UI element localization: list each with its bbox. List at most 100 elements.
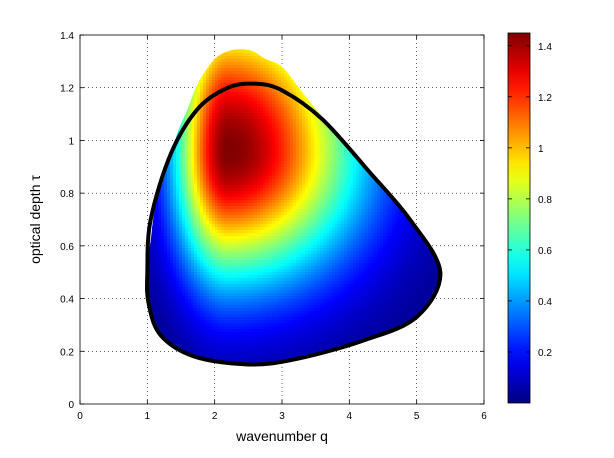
heatmap-cell xyxy=(287,176,290,179)
heatmap-cell xyxy=(365,185,368,188)
heatmap-cell xyxy=(248,98,251,101)
heatmap-cell xyxy=(221,155,224,158)
heatmap-cell xyxy=(275,140,278,143)
heatmap-cell xyxy=(299,134,302,137)
heatmap-cell xyxy=(272,119,275,122)
heatmap-cell xyxy=(314,170,317,173)
heatmap-cell xyxy=(272,101,275,104)
heatmap-cell xyxy=(290,158,293,161)
heatmap-cell xyxy=(242,140,245,143)
heatmap-cell xyxy=(317,161,320,164)
heatmap-cell xyxy=(287,182,290,185)
heatmap-cell xyxy=(221,170,224,173)
heatmap-cell xyxy=(191,125,194,128)
heatmap-cell xyxy=(260,188,263,191)
heatmap-cell xyxy=(296,161,299,164)
heatmap-cell xyxy=(197,170,200,173)
heatmap-cell xyxy=(239,59,242,62)
heatmap-cell xyxy=(230,68,233,71)
heatmap-cell xyxy=(209,116,212,119)
heatmap-cell xyxy=(242,113,245,116)
heatmap-cell xyxy=(176,152,179,155)
heatmap-cell xyxy=(296,173,299,176)
heatmap-cell xyxy=(215,119,218,122)
heatmap-cell xyxy=(206,152,209,155)
heatmap-cell xyxy=(335,164,338,167)
heatmap-cell xyxy=(269,113,272,116)
heatmap-cell xyxy=(164,188,167,191)
heatmap-cell xyxy=(314,188,317,191)
heatmap-cell xyxy=(350,170,353,173)
heatmap-cell xyxy=(251,134,254,137)
heatmap-cell xyxy=(224,65,227,68)
heatmap-cell xyxy=(275,137,278,140)
heatmap-cell xyxy=(314,119,317,122)
heatmap-cell xyxy=(233,116,236,119)
heatmap-cell xyxy=(254,98,257,101)
heatmap-cell xyxy=(215,116,218,119)
heatmap-cell xyxy=(326,173,329,176)
heatmap-cell xyxy=(272,113,275,116)
heatmap-cell xyxy=(248,125,251,128)
heatmap-cell xyxy=(290,176,293,179)
heatmap-cell xyxy=(218,95,221,98)
heatmap-cell xyxy=(230,53,233,56)
heatmap-cell xyxy=(308,128,311,131)
heatmap-cell xyxy=(197,188,200,191)
heatmap-cell xyxy=(260,59,263,62)
heatmap-cell xyxy=(287,125,290,128)
heatmap-cell xyxy=(269,137,272,140)
heatmap-cell xyxy=(278,164,281,167)
heatmap-cell xyxy=(272,152,275,155)
heatmap-cell xyxy=(341,158,344,161)
heatmap-cell xyxy=(200,98,203,101)
heatmap-cell xyxy=(311,152,314,155)
heatmap-cell xyxy=(248,188,251,191)
heatmap-cell xyxy=(224,176,227,179)
heatmap-cell xyxy=(245,116,248,119)
heatmap-cell xyxy=(239,98,242,101)
heatmap-cell xyxy=(332,140,335,143)
heatmap-cell xyxy=(230,164,233,167)
heatmap-cell xyxy=(239,146,242,149)
heatmap-cell xyxy=(206,119,209,122)
heatmap-cell xyxy=(194,92,197,95)
heatmap-cell xyxy=(224,155,227,158)
heatmap-cell xyxy=(278,128,281,131)
heatmap-cell xyxy=(269,125,272,128)
heatmap-cell xyxy=(239,182,242,185)
heatmap-cell xyxy=(251,119,254,122)
heatmap-cell xyxy=(269,134,272,137)
heatmap-cell xyxy=(203,179,206,182)
heatmap-cell xyxy=(272,80,275,83)
heatmap-cell xyxy=(236,161,239,164)
heatmap-cell xyxy=(293,164,296,167)
heatmap-cell xyxy=(299,152,302,155)
heatmap-cell xyxy=(224,179,227,182)
heatmap-cell xyxy=(239,53,242,56)
heatmap-cell xyxy=(275,110,278,113)
heatmap-cell xyxy=(344,152,347,155)
heatmap-cell xyxy=(317,158,320,161)
heatmap-cell xyxy=(236,56,239,59)
heatmap-cell xyxy=(221,173,224,176)
heatmap-cell xyxy=(332,188,335,191)
heatmap-cell xyxy=(236,89,239,92)
heatmap-cell xyxy=(290,80,293,83)
heatmap-cell xyxy=(206,146,209,149)
heatmap-cell xyxy=(266,140,269,143)
heatmap-cell xyxy=(299,173,302,176)
heatmap-cell xyxy=(212,71,215,74)
heatmap-cell xyxy=(242,68,245,71)
heatmap-cell xyxy=(329,188,332,191)
heatmap-cell xyxy=(200,83,203,86)
heatmap-cell xyxy=(242,50,245,53)
heatmap-cell xyxy=(176,170,179,173)
heatmap-cell xyxy=(272,170,275,173)
heatmap-cell xyxy=(293,101,296,104)
heatmap-cell xyxy=(236,92,239,95)
heatmap-cell xyxy=(236,131,239,134)
heatmap-cell xyxy=(191,140,194,143)
heatmap-cell xyxy=(233,143,236,146)
heatmap-cell xyxy=(278,176,281,179)
